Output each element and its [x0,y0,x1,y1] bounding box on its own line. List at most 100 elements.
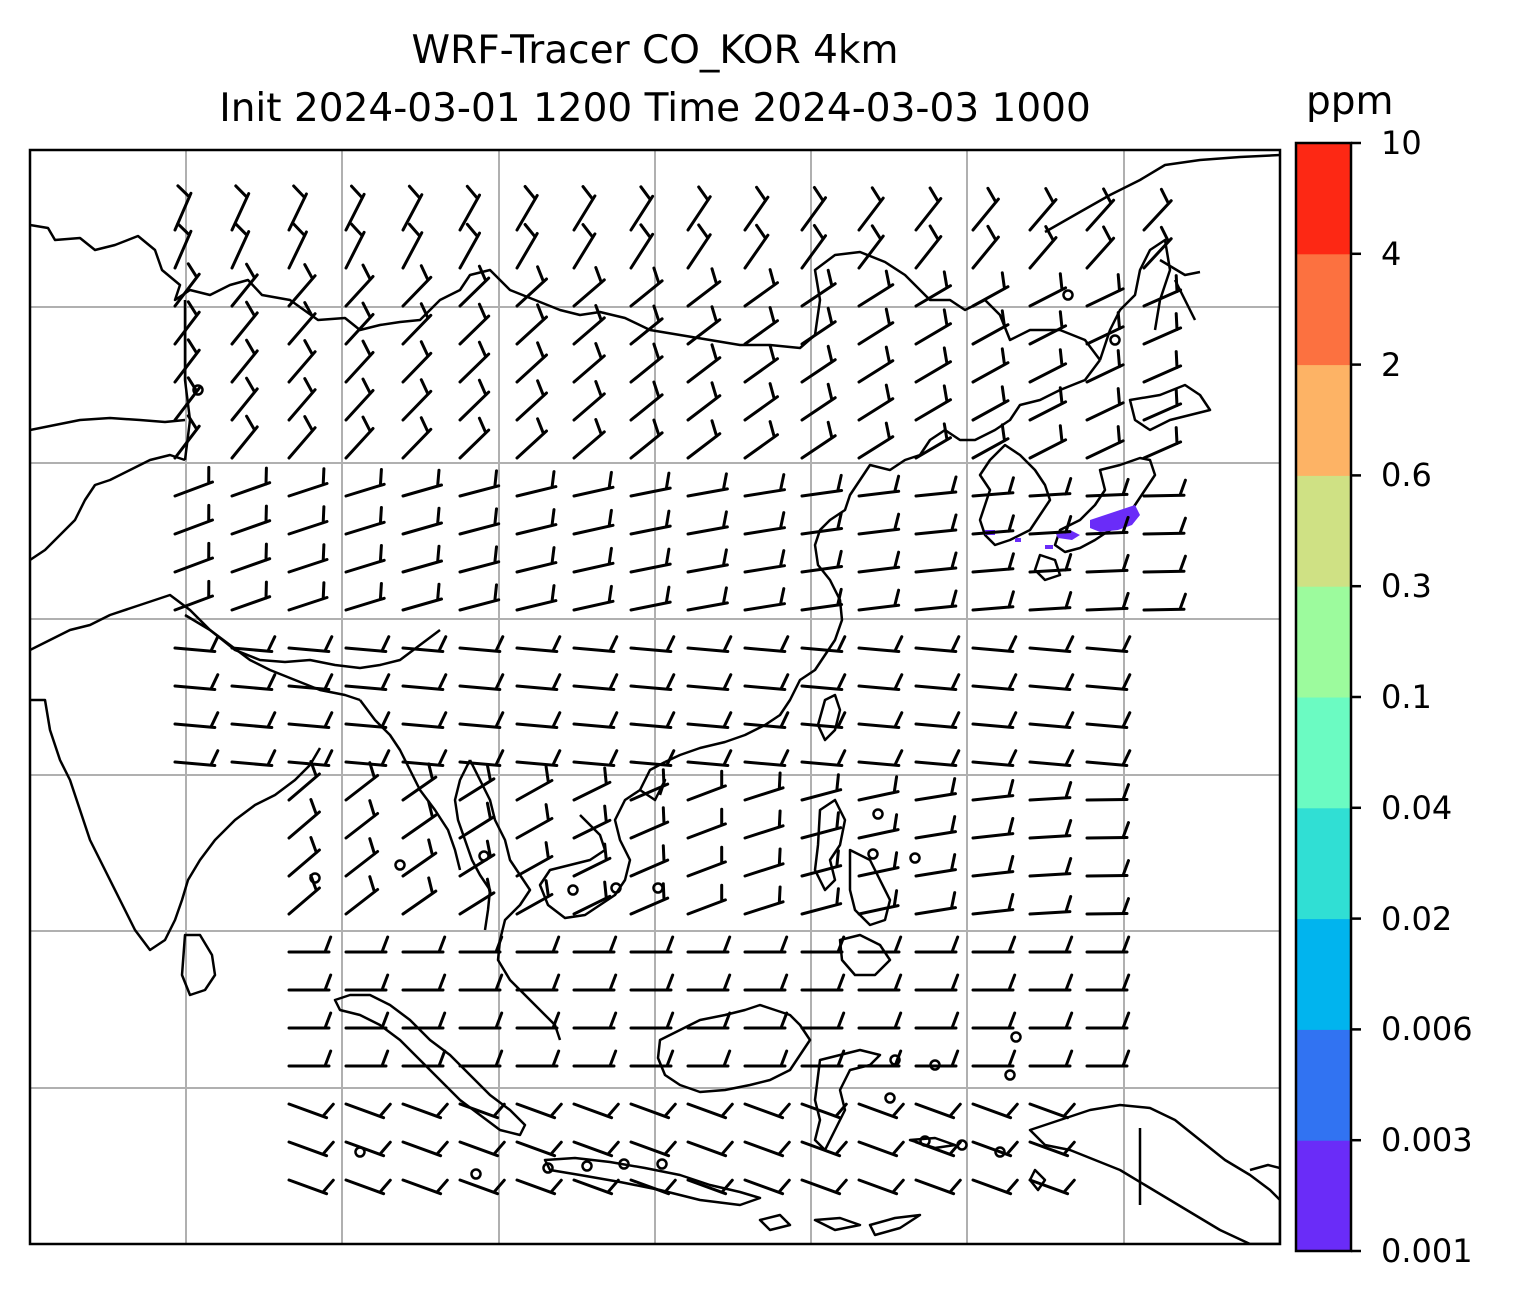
wind-barb [515,546,558,574]
wind-barb [458,1049,504,1068]
wind-barb [401,635,448,653]
wind-barb [971,1178,1019,1196]
wind-barb [1028,225,1058,270]
wind-barb [173,222,193,270]
wind-barb [1142,426,1183,460]
wind-barb [458,469,501,498]
wind-barb [686,223,712,270]
wind-barb [800,382,837,422]
wind-barb [458,378,491,422]
wind-barb [914,1011,960,1030]
wind-barb [230,222,251,270]
wind-barb [1085,187,1116,232]
wind-barb [743,749,790,767]
calm-wind-marker [1109,334,1121,346]
wind-barb [173,541,214,574]
wind-barb [1085,591,1130,612]
wind-barb [344,582,386,612]
wind-barb [287,749,334,767]
wind-barb [1085,225,1116,270]
wind-barb [230,635,277,653]
wind-barb [629,223,655,270]
wind-barb [1085,477,1130,498]
colorbar-tick-label: 0.1 [1381,678,1432,716]
wind-barb [743,185,770,232]
wind-barb [857,673,904,691]
wind-barb [629,935,675,954]
wind-barb [686,883,727,916]
wind-barb [515,879,554,916]
wind-barb [344,468,386,498]
wind-barb [1085,859,1130,878]
wind-barb [857,383,895,422]
wind-barb [401,876,438,916]
wind-barb [971,817,1015,840]
wind-barb [401,1140,449,1158]
wind-barb [743,1140,791,1158]
wind-barb [287,467,329,498]
wind-barb [1028,1011,1074,1030]
wind-barb [971,711,1018,729]
wind-barb [458,763,496,802]
wind-barb [971,893,1015,916]
wind-barb [686,749,733,767]
wind-barb [515,635,562,653]
wind-barb [629,342,664,384]
wind-barb [857,813,900,840]
calm-wind-marker [470,1168,482,1180]
wind-barb [458,340,491,384]
wind-barb [686,305,722,346]
colorbar-unit-label: ppm [1306,79,1394,124]
wind-barb [1028,1178,1076,1196]
calm-wind-marker [354,1146,366,1158]
calm-wind-marker [394,859,406,871]
wind-barb [344,339,375,384]
wind-barb [800,849,843,878]
wind-barb [629,380,664,422]
wind-barb [287,505,329,536]
wind-barb [971,309,1010,346]
wind-barb [173,579,214,612]
wind-barb [629,266,664,308]
wind-barb [800,1102,848,1120]
wind-barb [686,635,733,653]
wind-barb [857,474,901,498]
wind-barb [515,765,554,802]
wind-barb [572,935,618,954]
wind-barb [971,635,1018,653]
wind-barb [914,635,961,653]
wind-barb [1028,819,1073,840]
wind-barb [857,1011,903,1030]
wind-barb [572,1178,620,1196]
wind-barb [1028,711,1075,729]
wind-barb [344,799,380,840]
wind-barb [800,673,847,691]
wind-barb [743,809,785,840]
wind-barb [629,471,672,498]
wind-barb [401,1102,449,1120]
wind-barb [800,1178,848,1196]
wind-barb [515,223,539,270]
wind-barb [458,545,501,574]
calm-wind-marker [994,1146,1006,1158]
wind-barb [572,1140,620,1158]
wind-barb [1085,711,1132,729]
map-frame [28,148,1282,1246]
wind-barb [629,1011,675,1030]
colorbar-tick-label: 10 [1381,124,1422,162]
wind-barb [572,1011,618,1030]
wind-barb [515,711,562,729]
wind-barb [743,382,779,422]
wind-barb [914,935,960,954]
wind-barb [1028,348,1068,384]
wind-barb [458,1140,506,1158]
coastlines [30,153,1280,1244]
wind-barb [344,749,391,767]
calm-wind-marker [542,1162,554,1174]
wind-barb [743,268,779,308]
wind-barb [1085,897,1130,916]
wind-barb [1085,425,1125,460]
wind-barb [401,184,424,232]
wind-barb [857,711,904,729]
calm-wind-marker [192,384,204,396]
